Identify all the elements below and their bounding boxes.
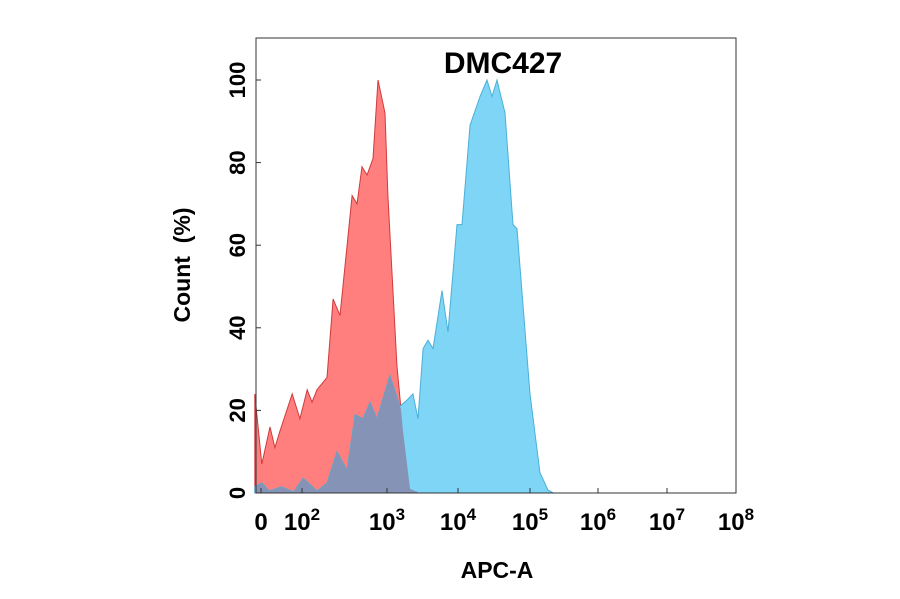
y-axis-label: Count (%)	[169, 208, 195, 323]
x-tick-label: 103	[369, 505, 405, 536]
y-tick-label: 40	[225, 316, 250, 340]
x-tick-label: 107	[649, 505, 685, 536]
y-tick-label: 20	[225, 398, 250, 422]
plot-frame	[255, 37, 737, 494]
y-tick-label: 60	[225, 233, 250, 257]
y-tick-label: 100	[225, 62, 250, 99]
x-tick-label: 0	[254, 509, 267, 536]
chart-title: DMC427	[444, 47, 562, 80]
histogram-series-2	[254, 78, 554, 494]
x-axis-label: APC-A	[461, 557, 534, 583]
x-tick-label: 104	[440, 505, 477, 536]
y-tick-label: 80	[225, 150, 250, 174]
plot-area	[254, 78, 560, 494]
x-tick-label: 108	[718, 505, 754, 536]
x-tick-label: 102	[284, 505, 320, 536]
y-axis: 0 20 40 60 80 100	[225, 62, 261, 499]
histogram-series-1	[254, 79, 420, 494]
x-tick-label: 106	[580, 505, 616, 536]
x-axis: 0 102 103 104 105 106 107 108	[254, 488, 754, 536]
y-tick-label: 0	[225, 487, 250, 499]
x-tick-label: 105	[512, 505, 548, 536]
